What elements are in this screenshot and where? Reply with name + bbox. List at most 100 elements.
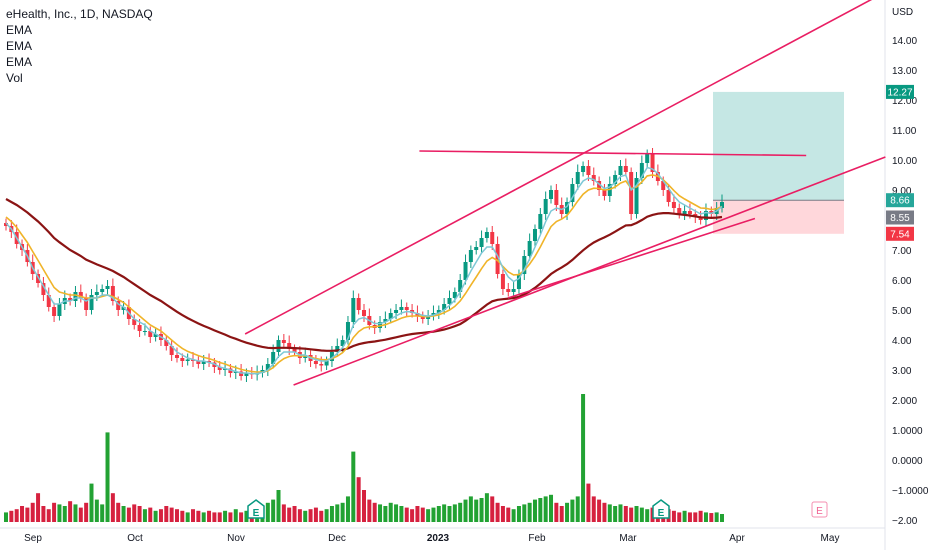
symbol-title[interactable]: eHealth, Inc., 1D, NASDAQ	[6, 7, 153, 21]
candle-body	[538, 214, 543, 229]
volume-bar	[351, 451, 356, 522]
volume-bar	[180, 510, 185, 522]
volume-bar	[549, 494, 554, 522]
volume-bar	[121, 506, 126, 522]
indicator-vol[interactable]: Vol	[6, 71, 23, 85]
volume-bar	[639, 507, 644, 522]
volume-bar	[116, 502, 121, 522]
volume-bar	[110, 493, 115, 522]
volume-bar	[367, 499, 372, 522]
volume-bar	[372, 502, 377, 522]
candle-body	[148, 331, 153, 337]
last-price-tag	[886, 193, 914, 208]
volume-bar	[607, 504, 612, 522]
volume-bar	[581, 394, 586, 522]
candle-body	[313, 361, 318, 364]
candle-body	[490, 232, 495, 244]
trendline-resistance	[419, 150, 807, 157]
candle-body	[356, 298, 361, 310]
volume-bar	[623, 506, 628, 522]
volume-bar	[709, 513, 714, 522]
candle-body	[89, 295, 94, 310]
volume-bar	[452, 504, 457, 522]
volume-bar	[239, 512, 244, 522]
volume-bar	[671, 510, 676, 522]
y-tick-label: 13.00	[892, 66, 917, 77]
trendline-channel-upper	[244, 0, 873, 335]
volume-bar	[73, 504, 78, 522]
volume-bar	[68, 501, 73, 522]
volume-bar	[228, 512, 233, 522]
volume-bar	[629, 507, 634, 522]
volume-bar	[383, 506, 388, 522]
volume-bar	[586, 483, 591, 522]
earnings-marker	[652, 499, 670, 519]
candle-body	[57, 304, 62, 316]
volume-bar	[591, 496, 596, 522]
indicator-ema-1[interactable]: EMA	[6, 23, 33, 37]
volume-bar	[468, 496, 473, 522]
earnings-marker-label: E	[253, 508, 260, 519]
candle-body	[319, 364, 324, 366]
candle-body	[532, 229, 537, 241]
volume-bar	[420, 507, 425, 522]
indicator-ema-2[interactable]: EMA	[6, 39, 33, 53]
volume-bar	[426, 509, 431, 522]
volume-bar	[36, 493, 41, 522]
volume-bar	[244, 510, 249, 522]
candle-body	[581, 166, 586, 172]
x-tick-label: 2023	[427, 533, 450, 544]
volume-bar	[474, 499, 479, 522]
volume-bar	[404, 507, 409, 522]
x-tick-label: Mar	[619, 533, 637, 544]
y-tick-label: 0.0000	[892, 456, 923, 467]
stop-price-tag-text: 7.54	[890, 229, 910, 240]
y-tick-label: 14.00	[892, 36, 917, 47]
volume-bar	[132, 504, 137, 522]
volume-bar	[565, 502, 570, 522]
ema-mid-line	[5, 174, 723, 373]
volume-bar	[126, 507, 131, 522]
volume-bar	[698, 510, 703, 522]
candle-body	[666, 190, 671, 202]
volume-bar	[388, 502, 393, 522]
candle-body	[110, 286, 115, 301]
volume-bar	[410, 509, 415, 522]
candle-body	[399, 307, 404, 310]
candle-body	[281, 340, 286, 343]
candle-body	[169, 346, 174, 355]
candle-body	[217, 367, 222, 370]
volume-bar	[490, 496, 495, 522]
volume-bar	[153, 510, 158, 522]
volume-bar	[52, 502, 57, 522]
candle-body	[271, 352, 276, 364]
volume-bar	[78, 507, 83, 522]
volume-bar	[613, 506, 618, 522]
x-tick-label: Dec	[328, 533, 346, 544]
volume-bar	[329, 506, 334, 522]
volume-bar	[399, 506, 404, 522]
ema-slow-line	[5, 198, 723, 352]
volume-bar	[618, 504, 623, 522]
volume-bar	[677, 512, 682, 522]
candle-body	[650, 154, 655, 172]
candle-body	[522, 256, 527, 274]
indicator-ema-3[interactable]: EMA	[6, 55, 33, 69]
volume-bar	[500, 506, 505, 522]
volume-bar	[297, 509, 302, 522]
candle-body	[52, 307, 57, 316]
candle-body	[634, 178, 639, 214]
y-tick-label: 7.00	[892, 246, 912, 257]
y-tick-label: −2.00	[892, 516, 918, 527]
y-tick-label: 11.00	[892, 126, 917, 137]
candle-body	[543, 199, 548, 214]
x-tick-label: Nov	[227, 533, 245, 544]
candle-body	[404, 307, 409, 310]
volume-bar	[94, 499, 99, 522]
volume-bar	[14, 509, 19, 522]
volume-bar	[575, 496, 580, 522]
volume-bar	[271, 499, 276, 522]
candle-body	[41, 283, 46, 295]
candle-body	[132, 319, 137, 325]
